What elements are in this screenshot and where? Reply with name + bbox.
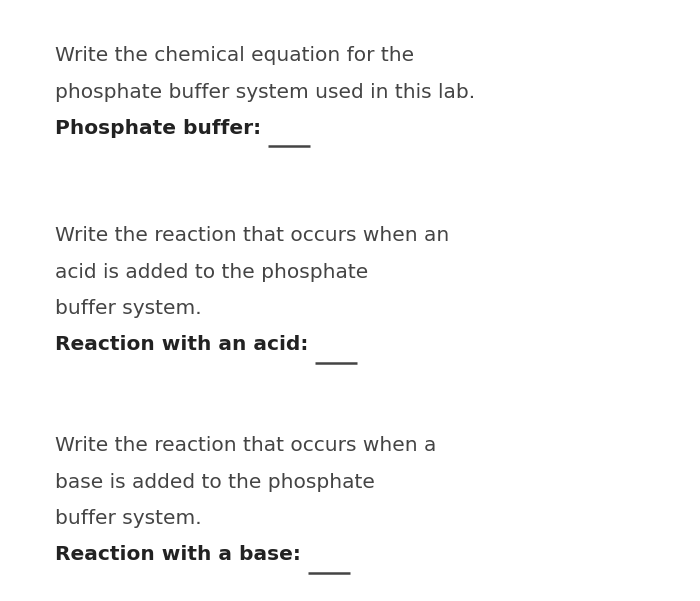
Text: phosphate buffer system used in this lab.: phosphate buffer system used in this lab…: [55, 82, 475, 102]
Text: Write the reaction that occurs when an: Write the reaction that occurs when an: [55, 226, 449, 245]
Text: Reaction with an acid:: Reaction with an acid:: [55, 335, 316, 355]
Text: Write the reaction that occurs when a: Write the reaction that occurs when a: [55, 436, 436, 455]
Text: base is added to the phosphate: base is added to the phosphate: [55, 472, 375, 492]
Text: Write the chemical equation for the: Write the chemical equation for the: [55, 46, 414, 65]
Text: buffer system.: buffer system.: [55, 509, 202, 528]
Text: Phosphate buffer:: Phosphate buffer:: [55, 119, 268, 138]
Text: buffer system.: buffer system.: [55, 299, 202, 318]
Text: Reaction with a base:: Reaction with a base:: [55, 546, 308, 564]
Text: acid is added to the phosphate: acid is added to the phosphate: [55, 263, 368, 281]
